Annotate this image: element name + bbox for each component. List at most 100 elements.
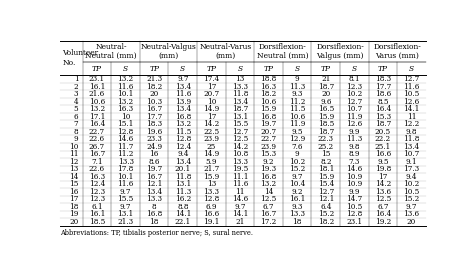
Text: Dorsiflexion-
Varus (mm): Dorsiflexion- Varus (mm) — [374, 43, 421, 60]
Text: 9.4: 9.4 — [177, 150, 189, 158]
Text: 9.8: 9.8 — [348, 143, 360, 151]
Text: 8.6: 8.6 — [148, 158, 160, 166]
Text: 13.6: 13.6 — [403, 210, 419, 218]
Text: 14.9: 14.9 — [203, 150, 219, 158]
Text: 20: 20 — [149, 90, 159, 98]
Text: 9.4: 9.4 — [406, 173, 417, 181]
Text: 11.2: 11.2 — [289, 98, 305, 106]
Text: 13.3: 13.3 — [232, 83, 248, 91]
Text: 21: 21 — [235, 218, 245, 226]
Text: 10.2: 10.2 — [289, 158, 305, 166]
Text: 12.1: 12.1 — [318, 195, 334, 203]
Text: 11.6: 11.6 — [403, 83, 420, 91]
Text: 18.7: 18.7 — [232, 105, 248, 113]
Text: 12.3: 12.3 — [89, 195, 105, 203]
Text: 18.7: 18.7 — [318, 128, 334, 136]
Text: 5: 5 — [74, 105, 78, 113]
Text: 13.3: 13.3 — [203, 188, 219, 196]
Text: 9.3: 9.3 — [292, 90, 303, 98]
Text: TP: TP — [92, 65, 102, 73]
Text: 15: 15 — [69, 180, 78, 188]
Text: 14.2: 14.2 — [203, 120, 219, 128]
Text: S: S — [352, 65, 357, 73]
Text: 14.6: 14.6 — [232, 195, 248, 203]
Text: 11.6: 11.6 — [174, 90, 191, 98]
Text: 12.7: 12.7 — [318, 188, 334, 196]
Text: 14.2: 14.2 — [375, 180, 391, 188]
Text: 20.7: 20.7 — [203, 90, 219, 98]
Text: Neutral-Valgus
(mm): Neutral-Valgus (mm) — [140, 43, 196, 60]
Text: 18.2: 18.2 — [260, 90, 277, 98]
Text: Abbreviations: TP, tibialis posterior nerve; S, sural nerve.: Abbreviations: TP, tibialis posterior ne… — [60, 229, 253, 237]
Text: 12.4: 12.4 — [174, 143, 191, 151]
Text: 15.9: 15.9 — [318, 173, 334, 181]
Text: 9.1: 9.1 — [406, 158, 418, 166]
Text: 16.8: 16.8 — [260, 173, 277, 181]
Text: 12.5: 12.5 — [232, 135, 248, 143]
Text: 15.3: 15.3 — [375, 113, 391, 121]
Text: 12.5: 12.5 — [260, 195, 277, 203]
Text: 17.7: 17.7 — [146, 113, 162, 121]
Text: 13: 13 — [207, 180, 216, 188]
Text: 16.5: 16.5 — [318, 105, 334, 113]
Text: 13: 13 — [236, 75, 245, 83]
Text: 18.7: 18.7 — [375, 120, 391, 128]
Text: 3: 3 — [74, 90, 78, 98]
Text: 18.6: 18.6 — [375, 90, 391, 98]
Text: 7.3: 7.3 — [349, 158, 360, 166]
Text: 10.6: 10.6 — [260, 98, 277, 106]
Text: 20: 20 — [69, 218, 78, 226]
Text: 8: 8 — [152, 203, 156, 211]
Text: 15.3: 15.3 — [261, 150, 277, 158]
Text: 22.3: 22.3 — [318, 135, 334, 143]
Text: 14: 14 — [69, 173, 78, 181]
Text: 10.2: 10.2 — [403, 180, 419, 188]
Text: 25: 25 — [207, 143, 216, 151]
Text: 9: 9 — [74, 135, 78, 143]
Text: 15.5: 15.5 — [232, 120, 248, 128]
Text: 13.3: 13.3 — [146, 195, 162, 203]
Text: S: S — [180, 65, 185, 73]
Text: 25.1: 25.1 — [375, 143, 391, 151]
Text: S: S — [123, 65, 128, 73]
Text: 13.1: 13.1 — [174, 180, 191, 188]
Text: 13.2: 13.2 — [261, 180, 277, 188]
Text: 13.4: 13.4 — [175, 105, 191, 113]
Text: 8.9: 8.9 — [348, 150, 360, 158]
Text: 16.1: 16.1 — [89, 210, 105, 218]
Text: 14.7: 14.7 — [346, 195, 363, 203]
Text: 17.8: 17.8 — [118, 165, 134, 173]
Text: 16.7: 16.7 — [89, 150, 105, 158]
Text: 6.7: 6.7 — [263, 203, 274, 211]
Text: 16.8: 16.8 — [174, 113, 191, 121]
Text: 14.2: 14.2 — [232, 143, 248, 151]
Text: TP: TP — [264, 65, 273, 73]
Text: 15.5: 15.5 — [118, 195, 134, 203]
Text: 13.4: 13.4 — [146, 188, 162, 196]
Text: 10.5: 10.5 — [403, 188, 419, 196]
Text: 17: 17 — [207, 83, 216, 91]
Text: S: S — [295, 65, 300, 73]
Text: 23.3: 23.3 — [146, 135, 162, 143]
Text: 13.4: 13.4 — [175, 158, 191, 166]
Text: 10: 10 — [121, 113, 130, 121]
Text: 12.7: 12.7 — [403, 75, 419, 83]
Text: 21.7: 21.7 — [203, 165, 219, 173]
Text: 9.7: 9.7 — [292, 173, 303, 181]
Text: 10.9: 10.9 — [346, 180, 363, 188]
Text: 11.1: 11.1 — [232, 173, 248, 181]
Text: 7.1: 7.1 — [91, 158, 103, 166]
Text: 10.7: 10.7 — [346, 105, 363, 113]
Text: 18: 18 — [149, 218, 159, 226]
Text: 19.7: 19.7 — [146, 165, 162, 173]
Text: 8.5: 8.5 — [377, 98, 389, 106]
Text: 11.3: 11.3 — [346, 135, 363, 143]
Text: 7.6: 7.6 — [292, 143, 303, 151]
Text: 12.3: 12.3 — [346, 83, 363, 91]
Text: 23.1: 23.1 — [346, 218, 363, 226]
Text: 21.3: 21.3 — [118, 218, 134, 226]
Text: 18.5: 18.5 — [89, 218, 105, 226]
Text: 15.4: 15.4 — [318, 180, 334, 188]
Text: 14.9: 14.9 — [203, 105, 219, 113]
Text: 16.2: 16.2 — [174, 195, 191, 203]
